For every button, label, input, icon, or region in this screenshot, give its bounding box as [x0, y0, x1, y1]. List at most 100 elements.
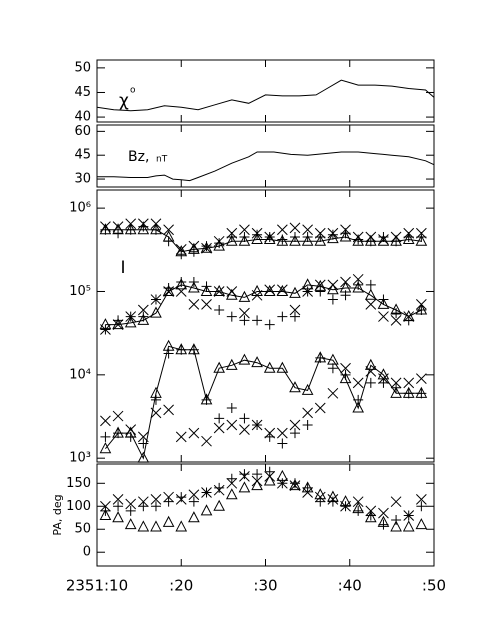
triangle-marker	[175, 520, 188, 532]
plus-marker	[150, 501, 161, 512]
panel-frame	[96, 59, 435, 123]
cross-marker	[302, 407, 313, 419]
plus-marker	[113, 428, 124, 439]
triangle-marker	[112, 318, 124, 330]
triangle-marker	[263, 284, 276, 296]
y-tick-label: 45	[74, 85, 91, 100]
y-tick-label: 50	[74, 60, 91, 75]
y-tick-label: 40	[74, 110, 91, 125]
y-tick-label: 10⁶	[69, 201, 91, 216]
triangle-marker	[390, 520, 402, 532]
cross-marker	[416, 299, 427, 310]
cross-marker	[137, 496, 149, 508]
plus-marker	[365, 377, 376, 388]
plus-marker	[239, 232, 250, 243]
triangle-marker	[289, 479, 301, 491]
plus-marker	[277, 234, 288, 245]
triangle-marker	[276, 234, 289, 246]
cross-marker	[289, 419, 301, 431]
triangle-marker	[213, 284, 225, 296]
plus-marker	[391, 515, 402, 526]
cross-marker	[390, 377, 402, 389]
plus-marker	[138, 311, 149, 322]
plus-marker	[113, 501, 124, 512]
y-tick-label: 10³	[69, 451, 91, 466]
cross-marker	[314, 227, 326, 239]
cross-marker	[137, 304, 149, 316]
plus-marker	[327, 496, 338, 507]
cross-marker	[175, 431, 187, 443]
plus-marker	[113, 228, 124, 239]
cross-marker	[352, 377, 364, 389]
triangle-marker	[213, 499, 225, 511]
plus-marker	[239, 469, 250, 480]
cross-marker	[314, 402, 326, 414]
plus-marker	[378, 294, 389, 305]
cross-marker	[289, 222, 301, 234]
plus-marker	[340, 369, 351, 380]
cross-marker	[112, 319, 124, 331]
triangle-marker	[188, 281, 200, 293]
cross-marker	[365, 299, 377, 310]
panel-frame	[96, 463, 435, 567]
plus-marker	[226, 473, 237, 484]
plus-marker	[125, 431, 136, 442]
cross-marker	[175, 286, 187, 297]
triangle-marker	[377, 234, 390, 246]
x-tick-label: :20	[169, 577, 193, 595]
cross-marker	[403, 311, 415, 322]
y-tick-label: 45	[74, 148, 91, 163]
plus-marker	[163, 496, 174, 507]
triangle-marker	[225, 358, 238, 370]
y-tick-label: 30	[74, 172, 91, 187]
triangle-marker	[314, 234, 327, 246]
plus-marker	[302, 232, 313, 243]
cross-marker	[251, 227, 263, 239]
cross-marker	[378, 373, 389, 385]
plus-marker	[315, 352, 326, 363]
plus-marker	[150, 394, 161, 405]
plus-marker	[353, 394, 364, 405]
plus-marker	[125, 224, 136, 235]
plus-marker	[353, 505, 364, 516]
cross-marker	[150, 294, 162, 305]
y-tick-label: 0	[83, 545, 91, 560]
triangle-marker	[402, 232, 415, 245]
cross-marker	[100, 500, 111, 512]
triangle-marker	[364, 511, 377, 523]
plus-marker	[214, 482, 225, 493]
cross-marker	[340, 362, 351, 374]
cross-marker	[213, 286, 225, 297]
plus-marker	[214, 304, 225, 315]
cross-marker	[239, 424, 250, 435]
plus-marker	[138, 438, 149, 449]
cross-marker	[327, 494, 339, 505]
y-label-sup: o	[130, 86, 136, 96]
cross-marker	[352, 496, 364, 508]
triangle-marker	[352, 281, 365, 293]
plus-marker	[327, 294, 338, 305]
cross-marker	[340, 276, 351, 288]
cross-marker	[327, 387, 339, 399]
cross-marker	[175, 494, 187, 505]
plus-marker	[353, 234, 364, 245]
triangle-marker	[364, 358, 377, 370]
triangle-marker	[415, 234, 428, 246]
triangle-marker	[137, 451, 150, 463]
cross-marker	[226, 227, 238, 239]
cross-marker	[264, 427, 276, 439]
triangle-marker	[124, 316, 137, 328]
cross-marker	[201, 242, 212, 254]
cross-marker	[201, 435, 212, 447]
triangle-marker	[289, 381, 301, 393]
cross-marker	[213, 422, 225, 434]
cross-marker	[289, 304, 301, 316]
plus-marker	[416, 388, 427, 399]
cross-marker	[137, 431, 149, 443]
cross-marker	[150, 218, 162, 230]
triangle-marker	[276, 284, 289, 296]
plus-marker	[277, 311, 288, 322]
cross-marker	[251, 419, 263, 431]
cross-marker	[289, 480, 301, 491]
cross-marker	[352, 273, 364, 285]
